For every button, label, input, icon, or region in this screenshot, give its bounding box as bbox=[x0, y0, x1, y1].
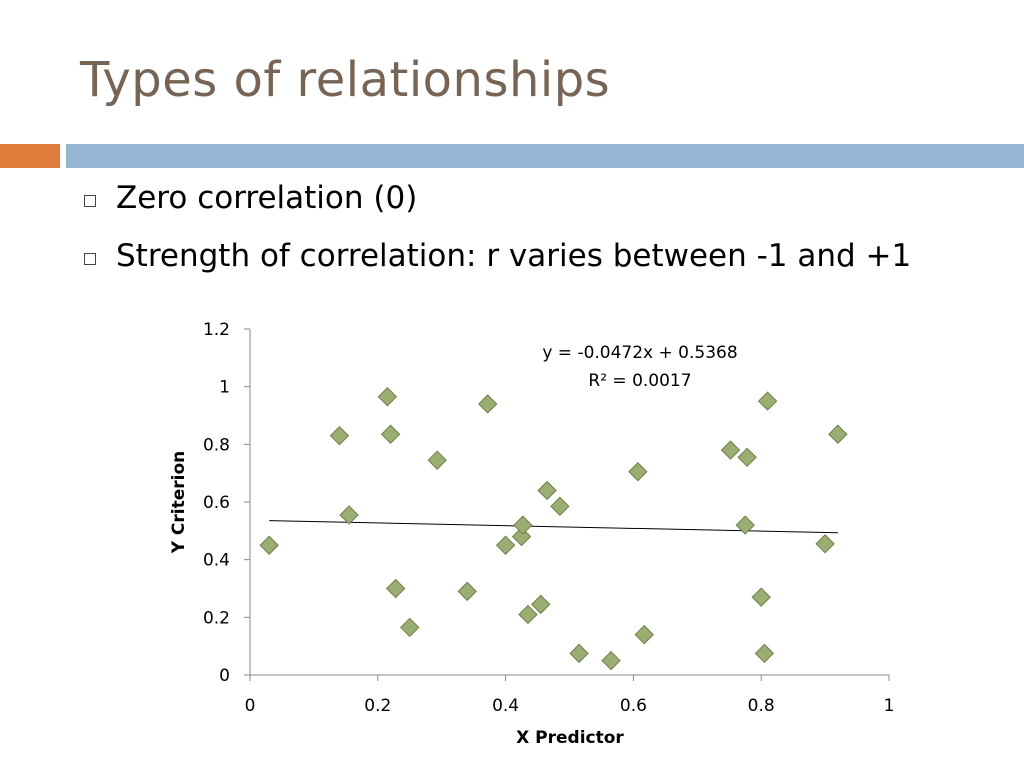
data-point bbox=[377, 387, 398, 407]
data-points bbox=[259, 387, 848, 671]
data-point bbox=[259, 535, 279, 555]
data-point bbox=[400, 617, 420, 638]
square-bullet-icon bbox=[84, 195, 96, 207]
data-point bbox=[478, 394, 498, 414]
x-tick-label: 0.2 bbox=[364, 696, 391, 716]
y-tick-label: 0.6 bbox=[203, 493, 230, 513]
square-bullet-icon bbox=[84, 253, 96, 265]
data-point bbox=[339, 505, 359, 525]
data-point bbox=[628, 462, 648, 482]
data-point bbox=[601, 650, 621, 671]
data-point bbox=[495, 535, 516, 555]
data-point bbox=[537, 480, 557, 501]
data-point bbox=[634, 624, 654, 645]
data-point bbox=[754, 643, 775, 664]
data-point bbox=[511, 526, 532, 547]
y-tick-label: 0.8 bbox=[203, 435, 230, 455]
y-tick-label: 1 bbox=[219, 378, 230, 398]
data-point bbox=[518, 604, 538, 625]
data-point bbox=[828, 424, 848, 444]
y-axis-title: Y Criterion bbox=[169, 451, 189, 555]
data-point bbox=[735, 515, 755, 535]
trendline-r-squared: R² = 0.0017 bbox=[588, 371, 691, 391]
x-tick-label: 0.4 bbox=[492, 696, 519, 716]
x-tick-label: 0.6 bbox=[620, 696, 647, 716]
trendline-equation: y = -0.0472x + 0.5368 bbox=[542, 343, 737, 363]
accent-bar-blue bbox=[66, 144, 1024, 168]
x-tick-label: 1 bbox=[884, 696, 895, 716]
accent-bar-orange bbox=[0, 144, 60, 168]
data-point bbox=[457, 581, 477, 602]
data-point bbox=[569, 643, 589, 664]
bullet-list: Zero correlation (0) Strength of correla… bbox=[80, 180, 911, 296]
data-point bbox=[815, 534, 835, 554]
data-point bbox=[737, 447, 757, 468]
data-point bbox=[531, 594, 551, 615]
bullet-item: Zero correlation (0) bbox=[80, 180, 911, 238]
bullet-text: Strength of correlation: r varies betwee… bbox=[116, 238, 912, 274]
data-point bbox=[751, 587, 771, 607]
bullet-item: Strength of correlation: r varies betwee… bbox=[80, 238, 911, 296]
x-axis-title: X Predictor bbox=[516, 728, 624, 748]
slide-title: Types of relationships bbox=[80, 52, 611, 108]
x-tick-label: 0.8 bbox=[748, 696, 775, 716]
data-point bbox=[427, 450, 447, 470]
y-tick-label: 1.2 bbox=[203, 320, 230, 340]
data-point bbox=[513, 515, 533, 535]
data-point bbox=[380, 424, 401, 444]
y-tick-label: 0 bbox=[219, 666, 230, 686]
data-point bbox=[329, 425, 350, 446]
y-tick-label: 0.4 bbox=[203, 551, 230, 571]
bullet-text: Zero correlation (0) bbox=[116, 180, 418, 216]
data-point bbox=[550, 496, 570, 517]
chart-axes: 0 0.2 0.4 0.6 0.8 1 1.2 0 0.2 0.4 0.6 0.8 1 bbox=[203, 320, 894, 716]
x-tick-label: 0 bbox=[245, 696, 256, 716]
y-tick-label: 0.2 bbox=[203, 608, 230, 628]
data-point bbox=[385, 578, 406, 599]
data-point bbox=[720, 440, 741, 460]
data-point bbox=[757, 391, 778, 411]
